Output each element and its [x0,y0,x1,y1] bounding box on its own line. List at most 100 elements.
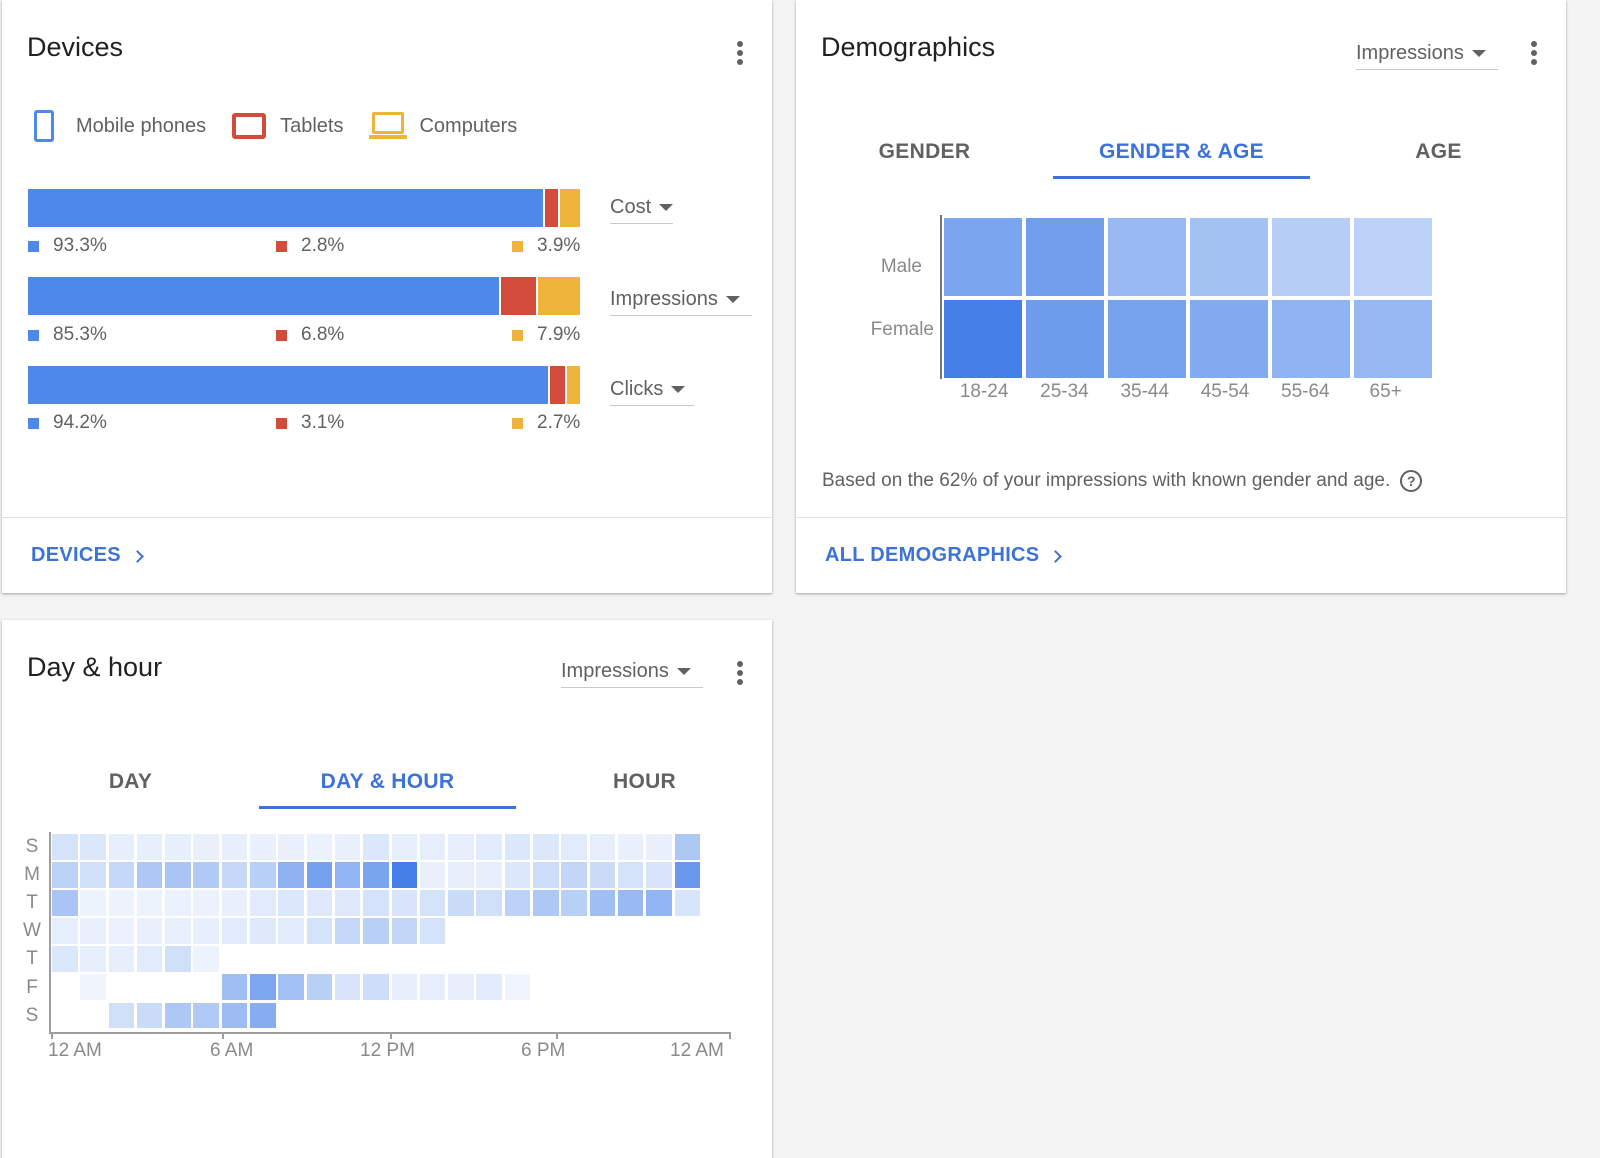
help-icon[interactable]: ? [1400,470,1423,492]
heatmap-cell-day5-hour4[interactable] [165,974,191,1000]
heatmap-cell-day6-hour9[interactable] [307,1003,333,1029]
heatmap-cell-day1-hour11[interactable] [363,862,389,888]
heatmap-cell-day5-hour23[interactable] [703,974,729,1000]
heatmap-cell-day6-hour0[interactable] [52,1003,78,1029]
heatmap-cell-day6-hour20[interactable] [618,1003,644,1029]
heatmap-cell-day6-hour21[interactable] [646,1003,672,1029]
heatmap-cell-male-55-64[interactable] [1272,218,1350,296]
heatmap-cell-day5-hour11[interactable] [363,974,389,1000]
heatmap-cell-day1-hour2[interactable] [108,862,135,888]
heatmap-cell-day4-hour7[interactable] [250,946,276,972]
heatmap-cell-day4-hour6[interactable] [222,946,248,972]
heatmap-cell-day0-hour1[interactable] [80,834,106,860]
heatmap-cell-day4-hour5[interactable] [193,946,219,972]
heatmap-cell-day2-hour7[interactable] [250,890,276,916]
devices-link[interactable]: DEVICES [31,544,144,567]
heatmap-cell-day6-hour6[interactable] [221,1002,248,1029]
heatmap-cell-day3-hour11[interactable] [363,918,389,944]
heatmap-cell-day3-hour10[interactable] [334,918,361,944]
heatmap-cell-day1-hour3[interactable] [136,862,163,888]
heatmap-cell-day6-hour13[interactable] [420,1003,446,1029]
demographics-metric-dropdown[interactable]: Impressions [1356,42,1498,70]
heatmap-cell-day1-hour22[interactable] [674,862,701,888]
heatmap-cell-day6-hour2[interactable] [108,1002,135,1029]
heatmap-cell-day3-hour19[interactable] [590,918,616,944]
heatmap-cell-day6-hour22[interactable] [675,1003,701,1029]
heatmap-cell-day6-hour16[interactable] [505,1003,531,1029]
heatmap-cell-day5-hour14[interactable] [448,974,474,1000]
heatmap-cell-day6-hour15[interactable] [476,1003,502,1029]
heatmap-cell-day3-hour8[interactable] [278,918,304,944]
heatmap-cell-day1-hour1[interactable] [80,862,106,888]
heatmap-cell-day6-hour18[interactable] [561,1003,587,1029]
heatmap-cell-day0-hour15[interactable] [476,834,502,860]
heatmap-cell-day5-hour8[interactable] [278,974,304,1000]
heatmap-cell-day4-hour17[interactable] [533,946,559,972]
heatmap-cell-day1-hour20[interactable] [617,862,644,888]
heatmap-cell-day3-hour23[interactable] [703,918,729,944]
heatmap-cell-day3-hour13[interactable] [419,918,446,944]
impressions-metric-dropdown[interactable]: Impressions [610,288,752,316]
heatmap-cell-day0-hour3[interactable] [136,834,163,860]
heatmap-cell-day1-hour19[interactable] [589,862,616,888]
heatmap-cell-day2-hour2[interactable] [108,890,135,916]
heatmap-cell-day4-hour15[interactable] [476,946,502,972]
heatmap-cell-day5-hour13[interactable] [419,974,446,1000]
heatmap-cell-day6-hour3[interactable] [136,1002,163,1029]
heatmap-cell-male-65+[interactable] [1354,218,1432,296]
heatmap-cell-male-35-44[interactable] [1108,218,1186,296]
heatmap-cell-day3-hour4[interactable] [165,918,191,944]
heatmap-cell-female-45-54[interactable] [1190,300,1268,378]
heatmap-cell-day2-hour18[interactable] [561,890,587,916]
heatmap-cell-female-18-24[interactable] [944,300,1022,378]
heatmap-cell-day1-hour15[interactable] [476,862,502,888]
heatmap-cell-day0-hour2[interactable] [108,834,135,860]
heatmap-cell-day6-hour14[interactable] [448,1003,474,1029]
heatmap-cell-day0-hour22[interactable] [674,834,701,860]
heatmap-cell-day0-hour0[interactable] [52,834,78,860]
heatmap-cell-day6-hour12[interactable] [392,1003,418,1029]
heatmap-cell-day6-hour11[interactable] [363,1003,389,1029]
heatmap-cell-day2-hour14[interactable] [448,890,474,916]
heatmap-cell-day0-hour9[interactable] [306,834,333,860]
tab-day-hour[interactable]: DAY & HOUR [259,754,516,809]
heatmap-cell-day6-hour23[interactable] [703,1003,729,1029]
heatmap-cell-day5-hour0[interactable] [52,974,78,1000]
heatmap-cell-day4-hour4[interactable] [165,946,191,972]
heatmap-cell-day0-hour12[interactable] [391,834,418,860]
heatmap-cell-day0-hour16[interactable] [504,834,531,860]
heatmap-cell-day1-hour5[interactable] [193,862,219,888]
heatmap-cell-day0-hour23[interactable] [703,834,729,860]
heatmap-cell-day1-hour18[interactable] [561,862,587,888]
heatmap-cell-day1-hour9[interactable] [306,862,333,888]
heatmap-cell-day2-hour21[interactable] [646,890,672,916]
heatmap-cell-day2-hour12[interactable] [391,890,418,916]
heatmap-cell-day2-hour19[interactable] [589,890,616,916]
heatmap-cell-day5-hour5[interactable] [193,974,219,1000]
heatmap-cell-day1-hour17[interactable] [533,862,559,888]
heatmap-cell-day4-hour2[interactable] [108,946,135,972]
heatmap-cell-day1-hour7[interactable] [250,862,276,888]
devices-more-icon[interactable] [728,36,752,70]
heatmap-cell-day3-hour14[interactable] [448,918,474,944]
heatmap-cell-day1-hour0[interactable] [52,862,78,888]
heatmap-cell-day0-hour21[interactable] [646,834,672,860]
heatmap-cell-day2-hour4[interactable] [165,890,191,916]
heatmap-cell-day6-hour1[interactable] [80,1003,106,1029]
heatmap-cell-day5-hour15[interactable] [476,974,502,1000]
heatmap-cell-day2-hour3[interactable] [136,890,163,916]
heatmap-cell-day6-hour19[interactable] [590,1003,616,1029]
heatmap-cell-day3-hour12[interactable] [391,918,418,944]
heatmap-cell-day4-hour11[interactable] [363,946,389,972]
heatmap-cell-day1-hour21[interactable] [646,862,672,888]
heatmap-cell-day3-hour9[interactable] [306,918,333,944]
heatmap-cell-day3-hour6[interactable] [221,918,248,944]
heatmap-cell-day5-hour21[interactable] [646,974,672,1000]
heatmap-cell-day0-hour14[interactable] [448,834,474,860]
tab-gender-age[interactable]: GENDER & AGE [1053,124,1310,179]
heatmap-cell-day0-hour20[interactable] [617,834,644,860]
heatmap-cell-day2-hour20[interactable] [617,890,644,916]
heatmap-cell-day4-hour8[interactable] [278,946,304,972]
heatmap-cell-day1-hour16[interactable] [504,862,531,888]
heatmap-cell-day4-hour12[interactable] [392,946,418,972]
